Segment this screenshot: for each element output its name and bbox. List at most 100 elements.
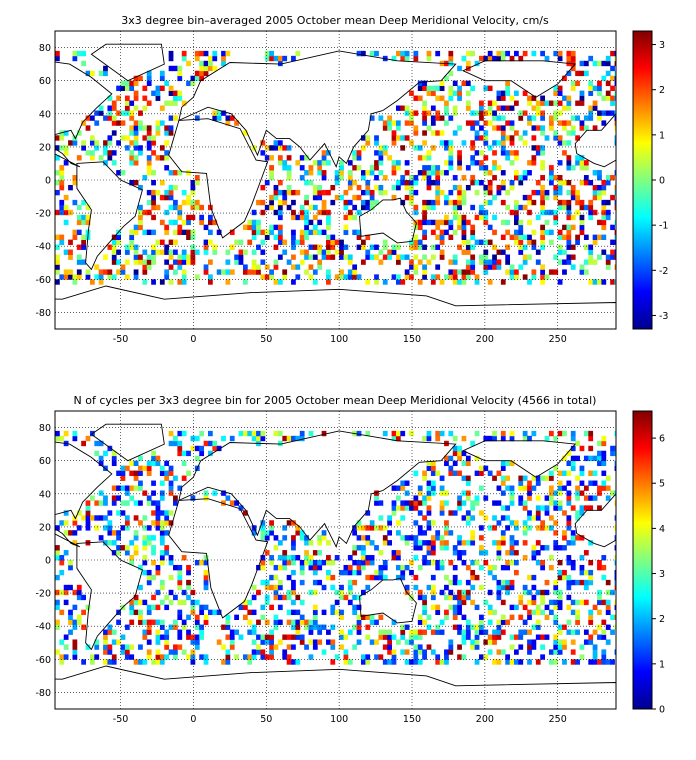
bin-cell (164, 510, 170, 516)
bin-cell (597, 609, 602, 616)
bin-cell (177, 204, 183, 211)
bin-cell (151, 545, 156, 551)
bin-cell (588, 244, 594, 250)
bin-cell (500, 540, 506, 546)
bin-cell (212, 609, 218, 616)
bin-cell (422, 555, 427, 561)
bin-cell (251, 209, 257, 216)
bin-cell (422, 500, 427, 506)
bin-cell (133, 659, 139, 665)
bin-cell (470, 224, 476, 231)
bin-cell (601, 234, 607, 240)
bin-cell (500, 199, 506, 206)
bin-cell (483, 214, 489, 221)
bin-cell (326, 244, 331, 250)
bin-cell (514, 234, 519, 240)
bin-cell (413, 584, 419, 591)
bin-cell (299, 619, 305, 625)
bin-cell (500, 619, 506, 625)
bin-cell (452, 130, 458, 136)
bin-cell (500, 115, 506, 121)
bin-cell (356, 150, 362, 156)
bin-cell (85, 500, 91, 506)
bin-cell (500, 460, 506, 467)
bin-cell (570, 194, 576, 201)
bin-cell (151, 259, 156, 265)
bin-cell (426, 480, 432, 486)
bin-cell (124, 644, 130, 650)
bin-cell (422, 540, 427, 546)
bin-cell (151, 214, 156, 221)
bin-cell (159, 249, 165, 255)
bin-cell (378, 249, 384, 255)
bin-cell (487, 649, 493, 655)
bin-cell (448, 274, 454, 280)
bin-cell (461, 475, 467, 481)
bin-cell (291, 644, 296, 650)
bin-cell (470, 204, 476, 211)
bin-cell (312, 254, 318, 260)
bin-cell (535, 550, 541, 556)
bin-cell (339, 634, 344, 640)
bin-cell (439, 545, 445, 551)
bin-cell (557, 110, 563, 116)
bin-cell (352, 194, 358, 201)
bin-cell (282, 145, 288, 151)
bin-cell (256, 430, 261, 437)
bin-cell (518, 500, 524, 506)
bin-cell (417, 95, 423, 101)
bin-cell (413, 254, 419, 260)
bin-cell (242, 604, 248, 611)
bin-cell (474, 470, 480, 476)
bin-cell (251, 269, 257, 275)
bin-cell (76, 594, 82, 601)
bin-cell (194, 249, 200, 255)
bin-cell (505, 120, 511, 126)
bin-cell (509, 140, 515, 146)
bin-cell (527, 234, 532, 240)
bin-cell (505, 219, 511, 226)
bin-cell (404, 269, 410, 275)
bin-cell (343, 229, 349, 236)
bin-cell (269, 165, 274, 171)
bin-cell (361, 545, 366, 551)
bin-cell (260, 530, 266, 536)
bin-cell (548, 269, 554, 275)
bin-cell (190, 649, 196, 655)
bin-cell (63, 520, 69, 526)
bin-cell (505, 564, 511, 571)
bin-cell (479, 204, 484, 211)
bin-cell (225, 120, 231, 126)
bin-cell (369, 204, 375, 211)
bin-cell (413, 204, 419, 211)
bin-cell (68, 184, 73, 191)
bin-cell (487, 184, 493, 191)
bin-cell (133, 160, 139, 166)
bin-cell (251, 229, 257, 236)
bin-cell (173, 65, 178, 72)
bin-cell (151, 480, 156, 486)
bin-cell (72, 199, 78, 206)
bin-cell (457, 609, 462, 616)
bin-cell (155, 455, 161, 462)
bin-cell (461, 560, 467, 566)
bin-cell (168, 55, 174, 62)
bin-cell (553, 599, 559, 606)
bin-cell (579, 445, 585, 452)
bin-cell (583, 115, 589, 121)
bin-cell (522, 589, 528, 596)
bin-cell (557, 50, 563, 57)
bin-cell (588, 209, 594, 216)
bin-cell (505, 50, 511, 57)
bin-cell (94, 450, 100, 457)
bin-cell (540, 274, 545, 280)
bin-cell (55, 264, 60, 270)
bin-cell (103, 150, 108, 156)
bin-cell (81, 50, 86, 57)
bin-cell (247, 430, 253, 437)
bin-cell (173, 219, 178, 226)
bin-cell (500, 564, 506, 571)
bin-cell (487, 170, 493, 176)
bin-cell (417, 244, 423, 250)
bin-cell (562, 545, 567, 551)
